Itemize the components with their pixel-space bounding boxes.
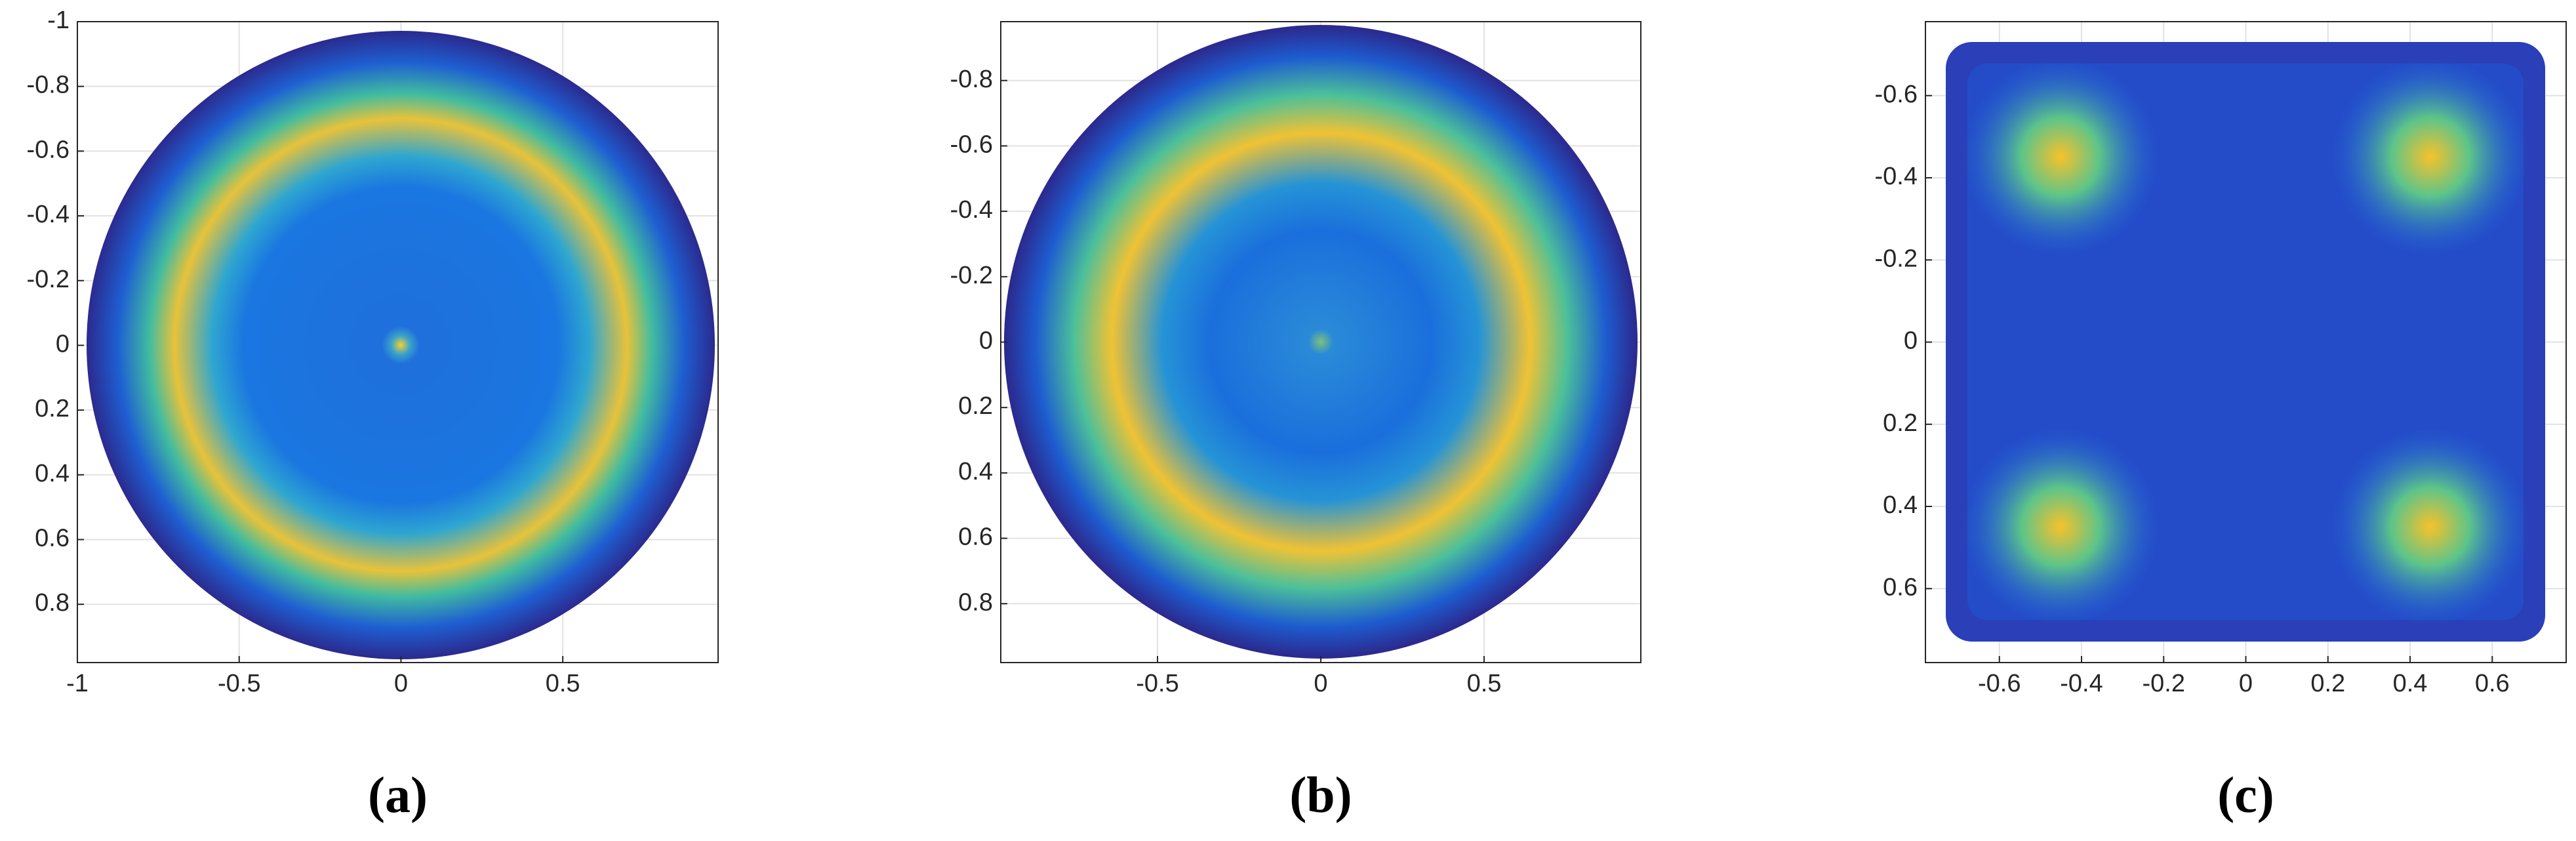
y-tick-label: 0.8 [958, 588, 993, 616]
hot-spot [2332, 58, 2529, 255]
x-tick-label: -0.4 [2060, 670, 2103, 697]
x-tick-label: 0.2 [2310, 670, 2345, 697]
y-tick-label: -1 [47, 7, 70, 34]
caption: (a) [368, 766, 428, 823]
x-tick-label: 0.4 [2393, 670, 2428, 697]
y-tick-label: -0.4 [27, 201, 70, 228]
x-tick-label: 0.5 [546, 670, 580, 697]
heatmap-image [87, 25, 2545, 659]
y-tick-label: -0.4 [950, 196, 993, 224]
y-tick-label: -0.2 [950, 262, 993, 289]
caption: (c) [2217, 766, 2274, 823]
y-tick-label: -0.2 [27, 266, 70, 293]
y-tick-label: -0.4 [1875, 163, 1918, 190]
y-tick-label: -0.6 [27, 136, 70, 163]
y-tick-label: 0 [56, 330, 70, 358]
y-tick-label: -0.8 [27, 72, 70, 99]
y-tick-label: -0.6 [950, 131, 993, 158]
x-tick-label: 0 [1314, 670, 1327, 697]
y-tick-label: 0 [1904, 327, 1918, 355]
axes-frame [1000, 21, 1641, 663]
x-tick-label: -0.6 [1978, 670, 2021, 697]
x-tick-label: -0.5 [218, 670, 260, 697]
histogram-image [87, 31, 715, 659]
x-tick-label: 0 [394, 670, 408, 697]
y-tick-label: -0.2 [1875, 245, 1918, 272]
y-tick-label: 0 [979, 327, 993, 355]
y-tick-label: -0.8 [950, 66, 993, 93]
y-tick-label: 0.4 [1883, 491, 1918, 519]
axes-frame [1925, 21, 2567, 663]
y-tick-label: 0.4 [958, 458, 993, 485]
axes-frame [77, 21, 719, 663]
y-tick-label: 0.8 [35, 589, 70, 617]
hot-spot [1962, 428, 2159, 625]
y-tick-label: 0.2 [35, 395, 70, 422]
x-tick-label: 0 [2239, 670, 2253, 697]
caption: (b) [1289, 766, 1352, 823]
x-tick-label: -0.2 [2143, 670, 2185, 697]
y-tick-label: 0.6 [958, 523, 993, 551]
hot-spot [1962, 58, 2159, 255]
x-tick-label: 0.5 [1467, 670, 1502, 697]
hot-spot [2332, 428, 2529, 625]
x-tick-label: 0.6 [2475, 670, 2510, 697]
x-tick-label: -1 [66, 670, 89, 697]
y-tick-label: 0.4 [35, 460, 70, 487]
y-tick-label: 0.6 [1883, 573, 1918, 601]
y-tick-label: -0.6 [1875, 81, 1918, 108]
y-tick-label: 0.2 [1883, 409, 1918, 437]
y-tick-label: 0.2 [958, 392, 993, 420]
y-tick-label: 0.6 [35, 525, 70, 552]
histogram-image [1004, 25, 1638, 659]
x-tick-label: -0.5 [1136, 670, 1178, 697]
